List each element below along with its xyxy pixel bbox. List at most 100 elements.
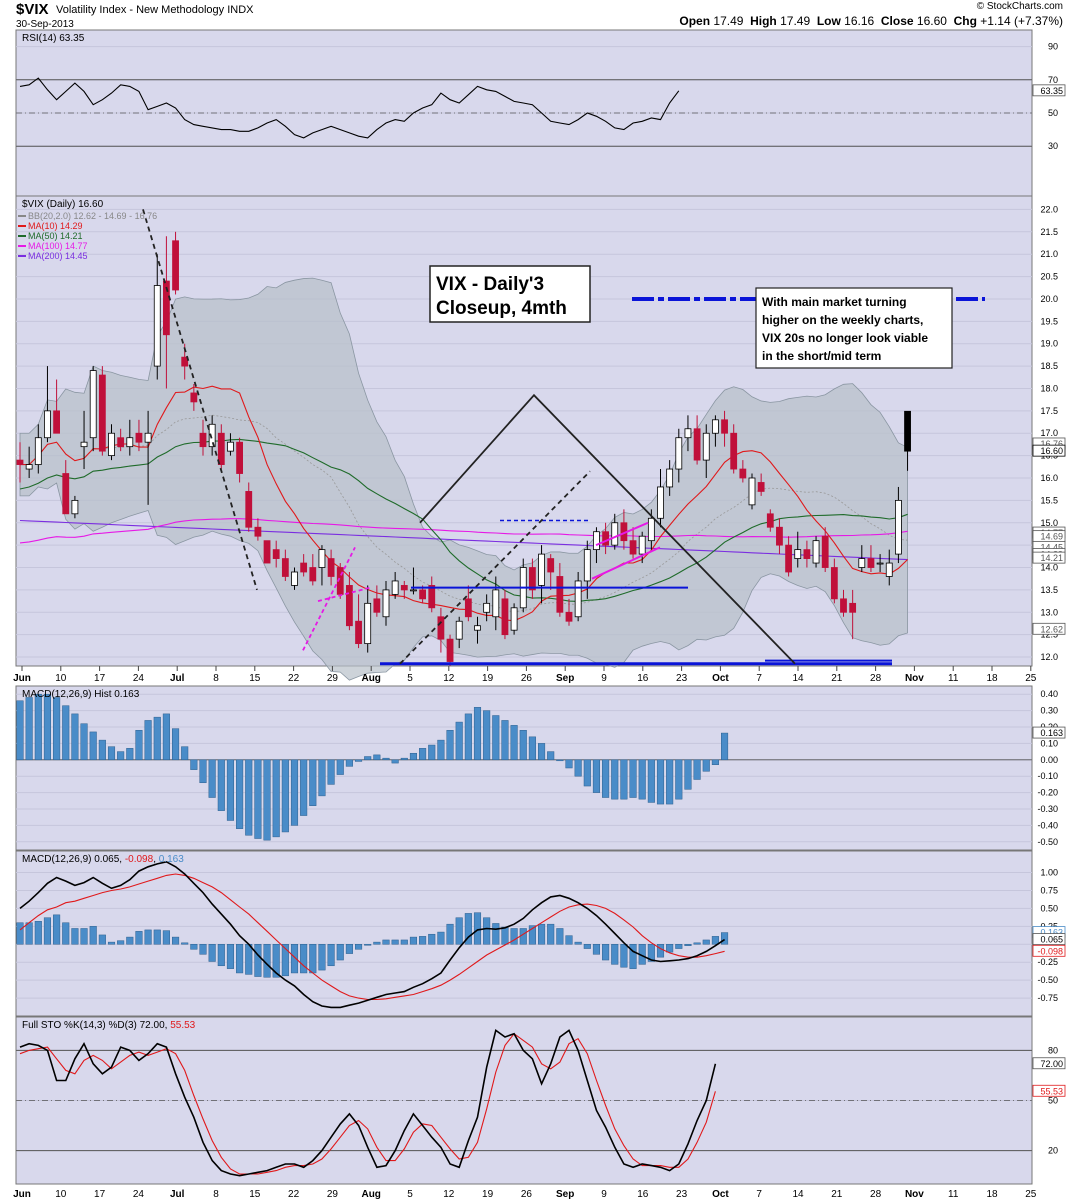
macd-histogram-bar (107, 941, 116, 945)
macd-hist-bar (290, 759, 299, 826)
macd-hist-bar (428, 744, 436, 761)
sto-label: Full STO %K(14,3) %D(3) 72.00, 55.53 (22, 1020, 196, 1031)
rsi-label: RSI(14) 63.35 (22, 33, 85, 44)
ma10-line (20, 385, 908, 622)
macd-histogram-bar (34, 921, 42, 945)
legend-entry: MA(10) 14.29 (28, 221, 83, 231)
macd-value-label-macd: 0.065 (1040, 935, 1063, 945)
price-tick-label: 18.5 (1040, 361, 1058, 371)
macd-hist-bar (583, 759, 591, 787)
macd-value-label-signal: -0.098 (1037, 946, 1063, 956)
candle-body (602, 531, 609, 546)
macd-hist-bar (144, 720, 152, 761)
bottom-x-axis-label: 28 (870, 1189, 882, 1200)
bottom-x-axis-label: 16 (637, 1189, 649, 1200)
rsi-tick-label: 30 (1048, 141, 1058, 151)
macd-value-label-hist: 0.163 (1040, 928, 1063, 938)
macd-histogram-bar (538, 923, 546, 945)
macd-hist-bar (602, 759, 610, 798)
candle-body (840, 598, 847, 613)
price-tick-label: 20.5 (1040, 272, 1058, 282)
macd-hist-bar (464, 713, 472, 761)
candle-body (721, 419, 728, 434)
price-tick-label: 19.0 (1040, 339, 1058, 349)
note-annotation-box (755, 287, 953, 369)
candle-body (327, 558, 335, 577)
macd-histogram-bar (400, 939, 408, 945)
bottom-x-axis-label: 21 (831, 1189, 843, 1200)
candle-body (794, 549, 802, 559)
macd-tick-label: 0.75 (1040, 885, 1058, 895)
macd-histogram-bar (126, 936, 134, 945)
bottom-x-axis-label: 17 (94, 1189, 106, 1200)
candle-body (538, 553, 545, 586)
macd-histogram-bar (666, 944, 674, 953)
bottom-x-axis-label: 18 (986, 1189, 998, 1200)
macd-histogram-bar (711, 936, 719, 945)
note-annotation-text: With main market turning (762, 295, 907, 309)
x-axis-label: Sep (556, 673, 574, 684)
candle-body (181, 356, 189, 367)
candle-body (611, 522, 619, 546)
macd-hist-tick-label: -0.20 (1037, 788, 1058, 798)
macd-hist-tick-label: -0.30 (1037, 804, 1058, 814)
candle-body (583, 549, 591, 582)
macd-hist-bar (217, 759, 225, 811)
rsi-value-label-box (1032, 84, 1066, 97)
candle-body (291, 571, 298, 586)
candle-body (236, 441, 244, 474)
macd-hist-tick-label: 0.10 (1040, 738, 1058, 748)
candle-body (345, 585, 353, 627)
macd-histogram-bar (162, 930, 170, 945)
macd-histogram-bar (245, 944, 253, 975)
candle-body (821, 535, 829, 568)
x-axis-label: 25 (1025, 673, 1037, 684)
candle-body (44, 410, 51, 439)
candle-body (812, 540, 820, 564)
x-axis-label: 29 (327, 673, 339, 684)
candle-body (108, 432, 115, 457)
macd-histogram-bar (446, 923, 454, 945)
macd-histogram-bar (290, 944, 299, 974)
x-axis-label: 21 (831, 673, 843, 684)
price-tick-label: 13.5 (1040, 585, 1058, 595)
x-axis-label: 19 (482, 673, 494, 684)
title-annotation-box (429, 265, 591, 323)
macd-histogram-bar (409, 936, 417, 945)
macd-hist-bar (16, 700, 24, 761)
price-tick-label: 16.0 (1040, 473, 1058, 483)
macd-value-label-signal-box (1032, 944, 1066, 957)
candle-body (382, 589, 390, 618)
candle-body (858, 558, 866, 568)
sto-d-line (19, 1032, 716, 1175)
macd-hist-bar (226, 759, 234, 821)
macd-hist-bar (263, 759, 271, 841)
macd-hist-bar (629, 759, 637, 798)
price-tick-label: 15.0 (1040, 518, 1058, 528)
bottom-x-axis-label: Jun (13, 1189, 31, 1200)
macd-hist-bar (190, 759, 198, 770)
candle-body (272, 549, 280, 559)
macd-histogram-bar (254, 944, 262, 977)
macd-hist-value-label-box (1032, 726, 1066, 739)
bottom-x-axis-label: 15 (249, 1189, 261, 1200)
price-tick-label: 15.5 (1040, 495, 1058, 505)
candle-body (666, 468, 674, 488)
macd-hist-bar (446, 730, 454, 761)
x-axis-label: 10 (55, 673, 67, 684)
macd-hist-bar (162, 713, 170, 761)
macd-histogram-bar (181, 942, 189, 945)
macd-histogram-bar (53, 914, 61, 945)
macd-hist-bar (34, 693, 42, 761)
chart-header: $VIX Volatility Index - New Methodology … (0, 0, 1075, 30)
macd-hist-label: MACD(12,26,9) Hist 0.163 (22, 689, 140, 700)
candle-body (867, 558, 875, 568)
macd-hist-bar (547, 751, 555, 761)
candle-body (300, 562, 308, 573)
price-tick-label: 13.0 (1040, 607, 1058, 617)
macd-tick-label: 1.00 (1040, 868, 1058, 878)
candle-body (254, 526, 262, 537)
x-axis-label: 7 (756, 673, 762, 684)
macd-hist-bar (199, 759, 207, 784)
macd-histogram-bar (684, 944, 692, 946)
